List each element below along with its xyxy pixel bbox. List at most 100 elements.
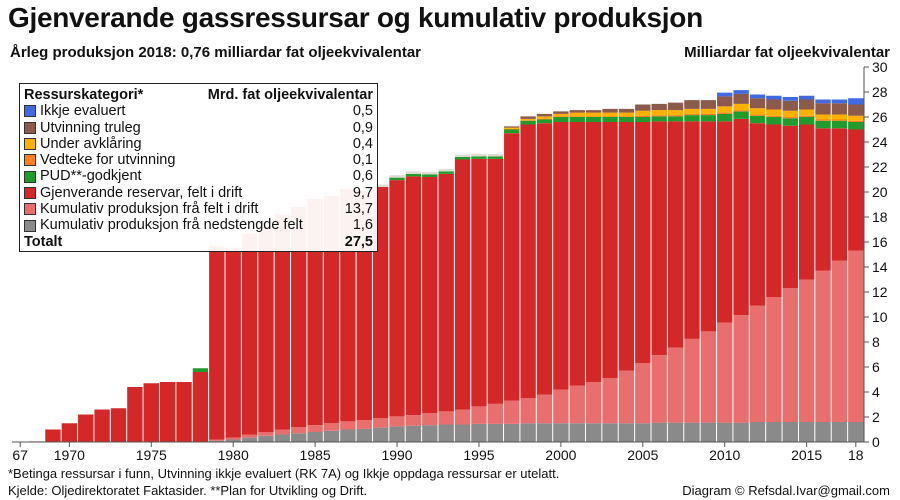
bar-segment [749, 114, 766, 116]
bar-segment [454, 424, 471, 442]
legend-item: Kumulativ produksjon frå nedstengde felt… [24, 217, 373, 233]
bar-segment [749, 98, 766, 109]
bar-segment [667, 121, 684, 348]
bar-segment [45, 429, 61, 442]
legend-item-value: 0,5 [352, 103, 373, 120]
bar-segment [635, 110, 651, 116]
y-tick-label: 20 [872, 184, 888, 200]
bar-segment [422, 174, 438, 177]
bar-segment [258, 432, 274, 436]
bar-segment [356, 420, 372, 429]
bar-segment [585, 110, 602, 113]
bar-segment [618, 108, 635, 113]
bar-segment [520, 116, 536, 119]
bar-segment [438, 168, 454, 172]
bar-segment [700, 100, 717, 109]
bar-segment [618, 117, 635, 122]
bar-segment [848, 115, 864, 121]
y-tick-label: 24 [872, 134, 888, 150]
legend-item: Gjenverande reservar, felt i drift 9,7 [24, 185, 373, 201]
x-tick-label: 2000 [545, 447, 576, 463]
chart-credit: Diagram © Refsdal.Ivar@gmail.com [682, 483, 890, 498]
legend-item-label: Utvinning truleg [40, 119, 141, 136]
bar-segment [749, 108, 766, 115]
bar-segment [700, 108, 717, 114]
bar-segment [487, 158, 504, 404]
bar-segment [241, 233, 258, 435]
bar-segment [504, 400, 520, 424]
bar-segment [110, 408, 127, 442]
y-tick-label: 22 [872, 159, 888, 175]
legend-item-value: 0,4 [352, 135, 373, 152]
bar-segment [651, 110, 667, 116]
bar-segment [700, 422, 717, 443]
legend-swatch [24, 121, 36, 134]
bar-segment [798, 422, 815, 442]
bar-segment [635, 104, 651, 111]
bar-segment [700, 331, 717, 423]
bar-segment [635, 122, 651, 364]
bar-segment [405, 171, 422, 174]
bar-segment [815, 270, 831, 422]
bar-segment [405, 176, 422, 416]
y-tick-label: 0 [872, 434, 880, 450]
bar-segment [405, 173, 422, 177]
bar-segment [585, 382, 602, 424]
bar-segment [848, 422, 864, 442]
bar-segment [766, 117, 782, 125]
bar-segment [700, 121, 717, 332]
legend-item: Kumulativ produksjon frå felt i drift 13,… [24, 201, 373, 217]
legend-swatch [24, 186, 36, 199]
legend-item: Ikkje evaluert 0,5 [24, 103, 373, 119]
bar-segment [536, 394, 553, 424]
bar-segment [487, 403, 504, 424]
bar-segment [553, 111, 569, 114]
bar-segment [225, 437, 241, 440]
bar-segment [815, 103, 831, 115]
y-tick-label: 4 [872, 384, 880, 400]
bar-segment [684, 121, 700, 339]
bar-segment [700, 115, 717, 122]
bar-segment [798, 95, 815, 100]
bar-segment [798, 109, 815, 116]
bar-segment [798, 99, 815, 110]
bar-segment [471, 406, 487, 424]
y-tick-label: 18 [872, 209, 888, 225]
bar-segment [651, 116, 667, 122]
bar-segment [717, 113, 733, 122]
bar-segment [831, 422, 848, 442]
bar-segment [340, 429, 356, 442]
y-axis-unit-label: Milliardar fat oljeekvivalentar [684, 44, 890, 61]
bar-segment [717, 322, 733, 423]
bar-segment [176, 382, 192, 442]
bar-segment [848, 98, 864, 105]
y-tick-label: 6 [872, 359, 880, 375]
bar-segment [356, 428, 372, 443]
bar-segment [602, 122, 618, 379]
bar-segment [635, 363, 651, 424]
bar-segment [192, 372, 209, 442]
bar-segment [438, 173, 454, 412]
bar-segment [241, 434, 258, 438]
legend-rows: Ikkje evaluert 0,5 Utvinning truleg 0,9 Unde… [24, 103, 373, 233]
bar-segment [340, 421, 356, 430]
bar-segment [618, 116, 635, 118]
bar-segment [553, 116, 569, 118]
bar-segment [635, 117, 651, 122]
bar-segment [536, 119, 553, 124]
legend-total: Totalt 27,5 [24, 234, 373, 250]
x-tick-label: 1970 [54, 447, 85, 463]
bar-segment [848, 122, 864, 130]
legend-item: PUD**-godkjent 0,6 [24, 168, 373, 184]
bar-segment [504, 423, 520, 443]
bar-segment [487, 156, 504, 159]
bar-segment [635, 423, 651, 442]
bar-segment [717, 112, 733, 114]
bar-segment [307, 432, 323, 442]
bar-segment [569, 116, 585, 118]
bar-segment [766, 109, 782, 116]
bar-segment [422, 413, 438, 426]
bar-segment [700, 113, 717, 116]
bar-segment [438, 424, 454, 442]
bar-segment [520, 118, 536, 121]
